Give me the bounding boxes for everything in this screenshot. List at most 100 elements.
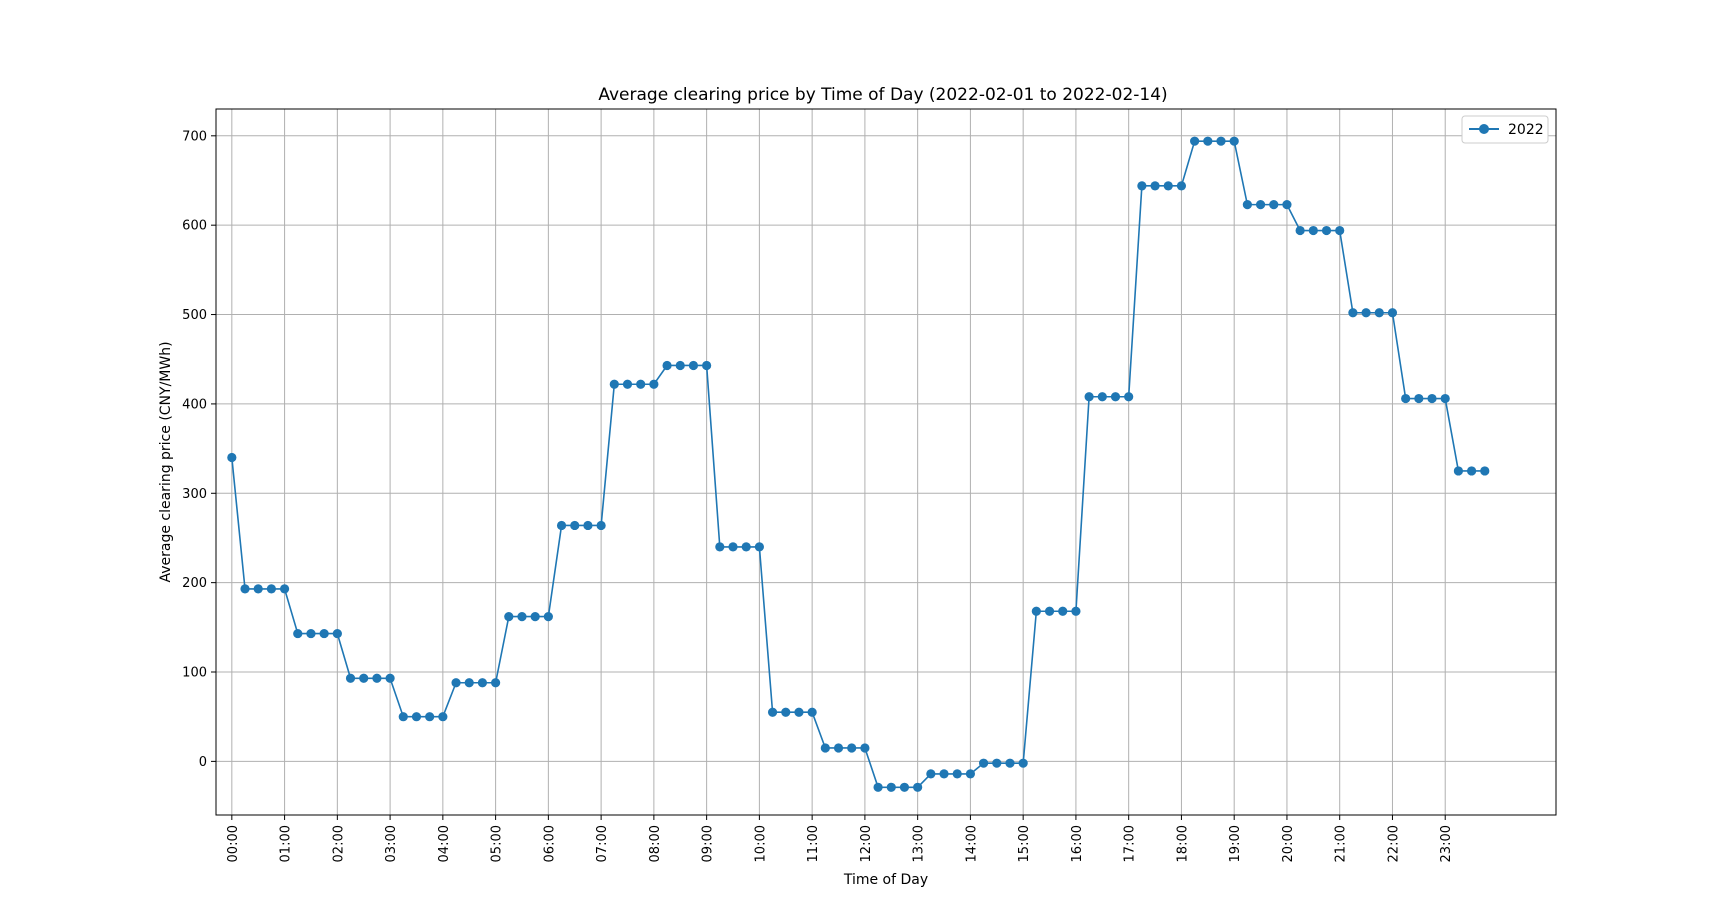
data-point <box>688 360 699 371</box>
data-point <box>1466 466 1477 476</box>
x-tick-label: 21:00 <box>1334 825 1349 862</box>
data-point <box>820 743 830 753</box>
x-tick-label: 22:00 <box>1386 825 1401 862</box>
data-point <box>1427 393 1437 404</box>
y-tick-label: 200 <box>182 576 207 591</box>
plot-area-frame <box>215 108 1557 816</box>
data-point <box>425 712 435 722</box>
x-tick-label: 15:00 <box>1017 825 1032 862</box>
data-point <box>332 628 342 639</box>
data-point <box>1150 181 1160 191</box>
data-point <box>781 707 791 717</box>
data-point <box>807 707 817 717</box>
x-tick-label: 16:00 <box>1070 825 1085 862</box>
data-point <box>1005 758 1015 768</box>
y-tick-label: 400 <box>182 397 207 412</box>
data-point <box>1361 308 1371 318</box>
data-point <box>438 712 448 722</box>
x-tick-label: 04:00 <box>437 825 452 862</box>
data-point <box>1190 136 1200 146</box>
data-point <box>860 743 870 753</box>
x-tick-label: 00:00 <box>226 825 241 862</box>
data-point <box>1203 136 1213 146</box>
data-point <box>1335 225 1345 236</box>
x-tick-label: 18:00 <box>1175 825 1190 862</box>
data-point <box>913 782 923 792</box>
x-tick-label: 03:00 <box>384 825 399 862</box>
x-tick-label: 11:00 <box>806 825 821 862</box>
data-point <box>1374 308 1384 318</box>
data-point <box>398 712 408 722</box>
data-point <box>1163 181 1173 191</box>
data-point <box>477 678 488 688</box>
chart-title: Average clearing price by Time of Day (2… <box>598 85 1167 105</box>
x-tick-label: 19:00 <box>1228 825 1243 862</box>
x-tick-label: 12:00 <box>859 825 874 862</box>
y-tick-label: 0 <box>199 755 207 770</box>
data-point <box>1071 606 1081 616</box>
y-tick-label: 500 <box>182 308 207 323</box>
data-point <box>662 360 672 371</box>
data-point <box>886 782 896 792</box>
y-axis-label: Average clearing price (CNY/MWh) <box>158 341 174 582</box>
x-tick-label: 07:00 <box>595 825 610 862</box>
data-point <box>1255 200 1266 210</box>
series-line <box>231 140 1485 789</box>
data-point <box>1137 181 1147 191</box>
data-point <box>1387 308 1398 318</box>
x-tick-label: 13:00 <box>912 825 927 862</box>
data-point <box>1097 392 1107 402</box>
data-point <box>583 520 593 531</box>
grid-lines <box>216 109 1556 815</box>
data-point <box>1229 136 1239 146</box>
data-point <box>491 678 501 688</box>
data-point <box>1480 466 1490 476</box>
legend: 2022 <box>1461 115 1549 144</box>
data-point <box>1124 392 1134 402</box>
data-point <box>926 769 936 779</box>
y-tick-label: 600 <box>182 219 207 234</box>
data-point <box>1401 393 1411 404</box>
data-point <box>345 673 356 683</box>
data-point <box>570 520 580 531</box>
data-point <box>1295 225 1305 236</box>
data-point <box>372 673 382 683</box>
y-tick-label: 100 <box>182 666 207 681</box>
x-tick-label: 17:00 <box>1123 825 1138 862</box>
data-point <box>530 612 540 622</box>
data-point <box>517 612 527 622</box>
data-point <box>702 360 712 371</box>
data-point <box>543 612 553 622</box>
legend-marker-swatch <box>1479 124 1489 134</box>
data-point <box>1084 392 1094 402</box>
data-point <box>1110 392 1121 402</box>
data-point <box>266 584 276 594</box>
x-tick-label: 01:00 <box>279 825 294 862</box>
data-point <box>1242 200 1252 210</box>
x-tick-label: 10:00 <box>753 825 768 862</box>
x-tick-label: 09:00 <box>701 825 716 862</box>
x-tick-label: 23:00 <box>1439 825 1454 862</box>
data-point <box>1044 606 1055 616</box>
data-point <box>965 769 976 779</box>
x-axis-label: Time of Day <box>843 872 928 888</box>
data-point <box>1269 200 1279 210</box>
y-tick-label: 300 <box>182 487 207 502</box>
data-point <box>675 360 685 371</box>
data-point <box>1348 308 1358 318</box>
data-point <box>952 769 962 779</box>
data-point <box>754 542 764 552</box>
data-point <box>1216 136 1226 146</box>
y-axis-ticks: 0 100 200 300 400 500 600 700 <box>182 129 216 770</box>
data-point <box>1308 225 1318 236</box>
data-point <box>464 678 474 688</box>
data-point <box>504 612 514 622</box>
data-point <box>1440 393 1450 404</box>
data-point <box>556 520 567 531</box>
data-point <box>319 628 329 639</box>
series-2022 <box>227 136 1490 792</box>
data-point <box>411 712 422 722</box>
data-point <box>622 379 633 389</box>
x-tick-label: 02:00 <box>331 825 346 862</box>
